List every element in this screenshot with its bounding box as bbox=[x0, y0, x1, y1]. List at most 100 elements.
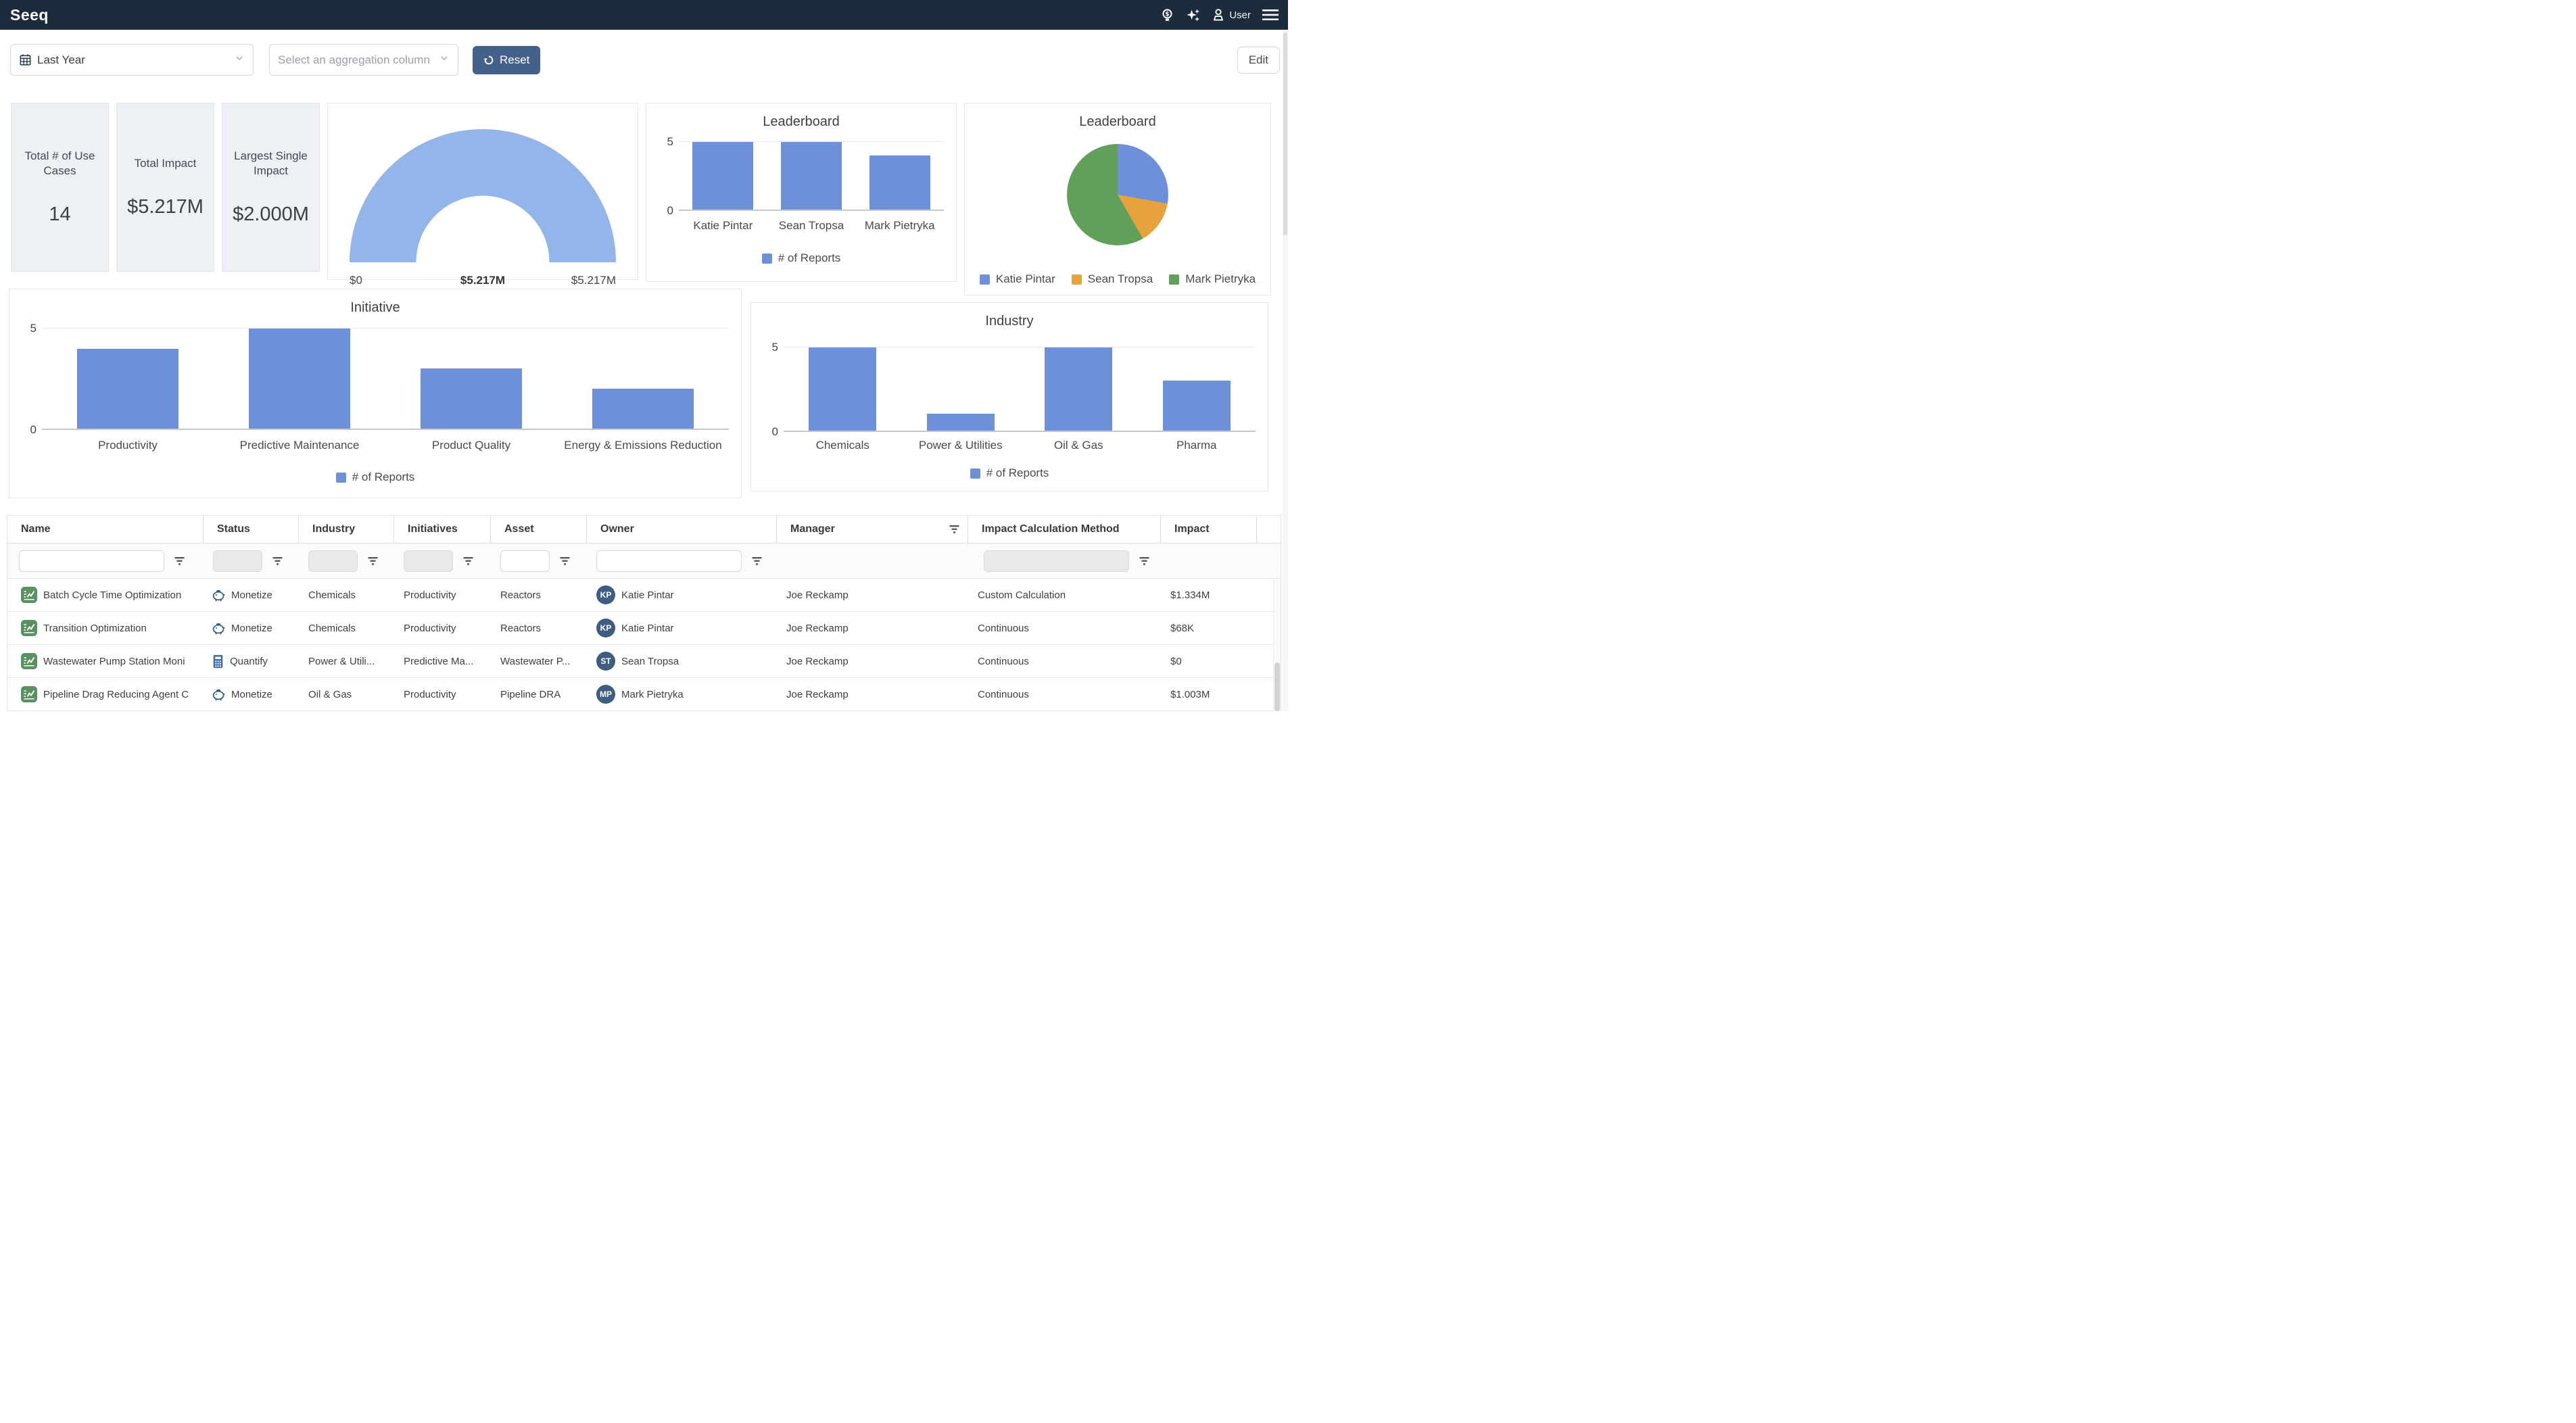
report-icon bbox=[21, 653, 37, 669]
industry-cell: Power & Utili... bbox=[308, 655, 375, 667]
chart-title: Initiative bbox=[350, 300, 400, 315]
edit-button[interactable]: Edit bbox=[1237, 46, 1280, 74]
leaderboard-pie-chart-card: Leaderboard Katie Pintar Sean Tropsa Mark … bbox=[964, 103, 1271, 295]
user-icon bbox=[1214, 9, 1224, 21]
gridline bbox=[679, 141, 944, 142]
status-cell: Monetize bbox=[204, 579, 299, 611]
ai-sparkles-icon[interactable] bbox=[1186, 8, 1200, 22]
hamburger-menu-icon[interactable] bbox=[1262, 9, 1279, 21]
col-header-industry[interactable]: Industry bbox=[299, 516, 394, 543]
impact-method-cell: Continuous bbox=[978, 622, 1029, 634]
reset-button[interactable]: Reset bbox=[473, 45, 541, 74]
initiatives-cell: Productivity bbox=[404, 688, 456, 700]
col-header-owner[interactable]: Owner bbox=[587, 516, 777, 543]
asset-filter-input[interactable] bbox=[500, 550, 550, 572]
legend-swatch bbox=[979, 274, 990, 285]
piggy-bank-icon bbox=[212, 588, 226, 602]
user-label: User bbox=[1229, 9, 1251, 21]
status-cell: Monetize bbox=[204, 612, 299, 644]
x-category-label: Productivity bbox=[98, 439, 158, 452]
col-header-manager[interactable]: Manager bbox=[777, 516, 968, 543]
name-cell: Pipeline Drag Reducing Agent C bbox=[7, 678, 204, 710]
legend-item[interactable]: # of Reports bbox=[761, 251, 841, 265]
filter-funnel-icon[interactable] bbox=[1138, 555, 1151, 567]
col-header-asset[interactable]: Asset bbox=[491, 516, 587, 543]
gauge-value-label: $5.217M bbox=[460, 274, 506, 287]
reset-label: Reset bbox=[500, 53, 530, 66]
table-scrollbar[interactable] bbox=[1273, 579, 1281, 711]
kpi-value: $5.217M bbox=[127, 196, 204, 218]
legend-item[interactable]: # of Reports bbox=[970, 466, 1049, 480]
table-row[interactable]: Pipeline Drag Reducing Agent C Monetize … bbox=[7, 678, 1281, 711]
use-cases-table: Name Status Industry Initiatives Asset O… bbox=[7, 515, 1281, 711]
x-category-label: Sean Tropsa bbox=[778, 219, 844, 232]
legend-label: # of Reports bbox=[778, 251, 841, 264]
chart-title: Leaderboard bbox=[1079, 114, 1156, 129]
table-row[interactable]: Wastewater Pump Station Moni Quantify Po… bbox=[7, 645, 1281, 678]
col-header-impact-method[interactable]: Impact Calculation Method bbox=[968, 516, 1161, 543]
seeq-logo[interactable]: Seeq bbox=[10, 6, 49, 24]
gauge-min-label: $0 bbox=[350, 274, 362, 287]
filter-funnel-icon[interactable] bbox=[366, 555, 379, 567]
table-row[interactable]: Batch Cycle Time Optimization Monetize C… bbox=[7, 579, 1281, 612]
legend-swatch bbox=[1169, 274, 1180, 285]
time-range-dropdown[interactable]: Last Year bbox=[10, 44, 254, 76]
avatar: KP bbox=[596, 619, 615, 637]
y-tick-label: 0 bbox=[667, 204, 673, 217]
legend-item[interactable]: # of Reports bbox=[335, 471, 414, 484]
y-tick-label: 5 bbox=[30, 322, 37, 335]
legend-item[interactable]: Mark Pietryka bbox=[1169, 272, 1256, 286]
col-header-name[interactable]: Name bbox=[7, 516, 204, 543]
impact-cell: $1.003M bbox=[1170, 688, 1210, 700]
avatar: KP bbox=[596, 585, 615, 604]
filter-funnel-icon[interactable] bbox=[271, 555, 284, 567]
filter-funnel-icon[interactable] bbox=[750, 555, 763, 567]
x-category-label: Predictive Maintenance bbox=[239, 439, 360, 452]
aggregation-dropdown[interactable]: Select an aggregation column bbox=[269, 44, 458, 76]
bar bbox=[809, 347, 877, 431]
legend-swatch bbox=[970, 468, 980, 479]
user-menu[interactable]: User bbox=[1212, 8, 1251, 22]
bar bbox=[692, 142, 754, 210]
gauge-max-label: $5.217M bbox=[571, 274, 616, 287]
calendar-icon bbox=[20, 54, 31, 66]
name-filter-input[interactable] bbox=[19, 550, 164, 572]
monetize-ideas-icon[interactable]: $ bbox=[1160, 8, 1174, 22]
filter-funnel-icon[interactable] bbox=[173, 555, 186, 567]
time-range-value: Last Year bbox=[37, 53, 85, 66]
page-scrollbar[interactable] bbox=[1283, 30, 1288, 711]
impact-method-cell: Continuous bbox=[978, 655, 1029, 667]
kpi-card-use-cases: Total # of Use Cases 14 bbox=[11, 103, 109, 272]
impact-method-cell: Continuous bbox=[978, 688, 1029, 700]
col-header-status[interactable]: Status bbox=[204, 516, 299, 543]
filter-funnel-icon[interactable] bbox=[462, 555, 475, 567]
report-icon bbox=[21, 587, 37, 603]
bar bbox=[1045, 347, 1113, 431]
legend-swatch bbox=[761, 253, 772, 264]
legend-label: Katie Pintar bbox=[995, 272, 1055, 285]
owner-filter-input[interactable] bbox=[596, 550, 742, 572]
col-header-initiatives[interactable]: Initiatives bbox=[394, 516, 491, 543]
initiatives-cell: Predictive Ma... bbox=[404, 655, 474, 667]
filter-funnel-icon[interactable] bbox=[558, 555, 571, 567]
piggy-bank-icon bbox=[212, 688, 226, 702]
kpi-value: $2.000M bbox=[233, 203, 309, 225]
industry-xlabels: Chemicals Power & Utilities Oil & Gas Pharm… bbox=[784, 439, 1256, 452]
asset-cell: Reactors bbox=[500, 622, 542, 634]
x-axis-baseline bbox=[679, 210, 944, 211]
report-icon bbox=[21, 686, 37, 702]
industry-cell: Chemicals bbox=[308, 589, 356, 601]
seeq-logo-text: Seeq bbox=[10, 5, 49, 24]
leaderboard-pie bbox=[1067, 144, 1168, 245]
y-tick-label: 0 bbox=[30, 423, 37, 436]
col-header-impact[interactable]: Impact bbox=[1161, 516, 1257, 543]
legend-item[interactable]: Sean Tropsa bbox=[1071, 272, 1153, 286]
legend-label: Mark Pietryka bbox=[1185, 272, 1256, 285]
filter-toolbar: Last Year Select an aggregation column R… bbox=[0, 30, 1288, 76]
initiatives-filter-input bbox=[404, 550, 453, 572]
piggy-bank-icon bbox=[212, 621, 226, 635]
filter-funnel-icon[interactable] bbox=[948, 523, 961, 535]
table-row[interactable]: Transition Optimization Monetize Chemica… bbox=[7, 612, 1281, 645]
legend-item[interactable]: Katie Pintar bbox=[979, 272, 1055, 286]
